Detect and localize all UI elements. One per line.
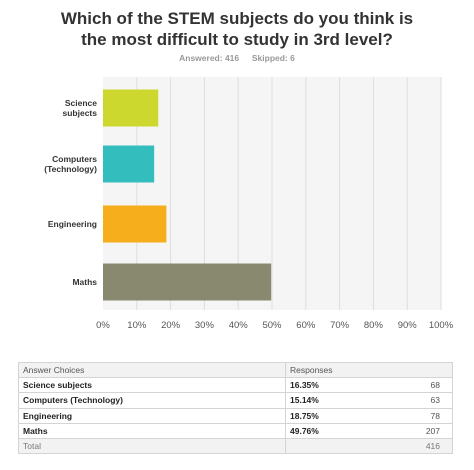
choice-cell: Computers (Technology) [18,392,286,409]
title-line-2: the most difficult to study in 3rd level… [81,30,393,49]
x-tick-label: 80% [364,320,384,331]
table-row: Engineering 18.75% 78 [18,407,453,424]
x-tick-label: 90% [398,320,418,331]
total-label: Total [18,437,286,455]
x-tick-label: 40% [229,320,249,331]
x-tick-label: 70% [330,320,350,331]
response-summary: Answered: 416 Skipped: 6 [0,53,474,63]
header-answer-choices: Answer Choices [18,361,286,379]
x-tick-label: 60% [296,320,316,331]
x-tick-label: 20% [161,320,181,331]
bar [103,89,159,127]
x-tick-labels: 0% 10% 20% 30% 40% 50% 60% 70% 80% 90% 100% [96,320,454,331]
bars [103,89,272,301]
bar [103,263,272,301]
category-label: Science subjects [63,98,98,118]
table-row: Maths 49.76% 207 [18,422,453,439]
table-row: Science subjects 16.35% 68 [18,377,453,394]
x-tick-label: 50% [262,320,282,331]
percent-cell: 49.76% [285,422,366,439]
category-label: Maths [72,277,97,287]
category-label: Engineering [48,219,97,229]
category-labels: Science subjects Computers (Technology) Engi… [44,98,97,287]
bar [103,145,155,183]
x-tick-label: 0% [96,320,110,331]
category-label: Computers (Technology) [44,154,97,174]
choice-cell: Engineering [18,407,286,424]
percent-cell: 18.75% [285,407,366,424]
title-line-1: Which of the STEM subjects do you think … [60,9,414,28]
skipped-count: Skipped: 6 [251,53,295,63]
count-cell: 63 [365,392,453,409]
choice-cell: Science subjects [18,377,286,394]
bar [103,205,167,243]
count-cell: 68 [365,377,453,394]
header-responses: Responses [285,361,453,379]
answered-count: Answered: 416 [179,53,240,63]
x-tick-label: 100% [429,320,454,331]
x-tick-label: 10% [127,320,147,331]
count-cell: 207 [365,422,453,439]
percent-cell: 15.14% [285,392,366,409]
bar-chart: Science subjects Computers (Technology) Engi… [44,77,454,331]
percent-cell: 16.35% [285,377,366,394]
total-count: 416 [365,437,453,455]
count-cell: 78 [365,407,453,424]
choice-cell: Maths [18,422,286,439]
table-total-row: Total 416 [18,437,453,455]
total-spacer [285,437,366,455]
x-tick-label: 30% [195,320,215,331]
table-row: Computers (Technology) 15.14% 63 [18,392,453,409]
results-table: Answer Choices Responses Science subject… [18,361,453,455]
table-header-row: Answer Choices Responses [18,361,453,379]
chart-title: Which of the STEM subjects do you think … [0,8,474,50]
